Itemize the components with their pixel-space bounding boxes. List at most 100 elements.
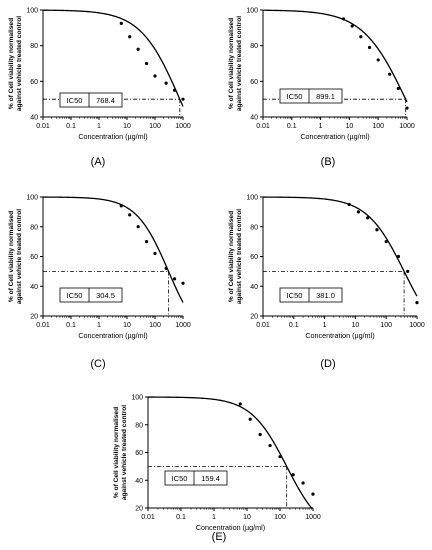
x-tick-label: 0.1 (289, 322, 299, 329)
panel-label: (B) (321, 156, 336, 168)
data-point (367, 45, 372, 50)
ic50-value: 768.4 (96, 96, 115, 105)
x-tick-label: 0.1 (176, 514, 186, 521)
x-tick-label: 1000 (305, 514, 321, 521)
fit-curve (147, 396, 313, 509)
y-tick-label: 80 (135, 422, 143, 429)
data-point (144, 61, 149, 66)
y-tick-label: 60 (250, 79, 258, 86)
y-tick-label: 40 (30, 284, 38, 291)
data-point (181, 97, 185, 101)
data-point (164, 81, 168, 85)
data-point (128, 35, 132, 39)
panel-label: (C) (90, 358, 105, 370)
ic50-label: IC50 (287, 92, 303, 101)
y-tick-label: 20 (30, 314, 38, 321)
data-point (388, 72, 392, 76)
y-tick-label: 100 (246, 8, 258, 15)
fit-curve (262, 196, 418, 297)
ic50-label: IC50 (67, 291, 83, 300)
data-point (406, 269, 410, 273)
x-tick-label: 1000 (409, 322, 425, 329)
y-tick-label: 100 (246, 195, 258, 202)
data-point (350, 24, 354, 28)
x-tick-label: 0.01 (256, 322, 270, 329)
y-axis-title: against vehicle treated control (121, 405, 128, 500)
x-tick-label: 100 (372, 123, 384, 130)
x-tick-label: 0.1 (66, 123, 76, 130)
ic50-box: IC50 899.1 (279, 88, 343, 104)
data-point (268, 443, 272, 448)
data-point (311, 492, 315, 496)
x-tick-label: 0.01 (256, 123, 270, 130)
ic50-box-frame (59, 287, 123, 303)
panel-label: (E) (212, 531, 227, 543)
x-axis-title: Concentration (µg/ml) (78, 331, 147, 340)
ic50-label: IC50 (67, 96, 83, 105)
data-point (136, 225, 140, 229)
x-tick-label: 10 (123, 123, 131, 130)
y-tick-label: 60 (135, 450, 143, 457)
x-tick-label: 0.01 (36, 123, 50, 130)
x-axis-title: Concentration (µg/ml) (300, 132, 369, 141)
data-point (278, 455, 282, 459)
x-tick-label: 100 (149, 322, 161, 329)
x-axis-title: Concentration (µg/ml) (78, 132, 147, 141)
fit-curve (42, 196, 184, 303)
ic50-value: 899.1 (316, 92, 335, 101)
x-tick-label: 1 (97, 123, 101, 130)
data-point (341, 17, 346, 21)
ic50-box: IC50 304.5 (59, 287, 123, 303)
data-point (164, 266, 168, 270)
y-axis-title: against vehicle treated control (16, 16, 23, 111)
chart-panel-b: 40 60 80 100 0.01 0.1 1 10 100 1000 Concentration … (228, 8, 415, 169)
ic50-value: 381.0 (316, 291, 335, 300)
data-point (396, 86, 400, 91)
y-tick-label: 80 (30, 224, 38, 231)
data-point (144, 240, 149, 244)
data-point (375, 228, 379, 232)
x-tick-label: 1 (212, 514, 216, 521)
data-point (238, 402, 242, 406)
data-point (396, 254, 401, 259)
y-axis-title: % of Cell viability normalised (113, 407, 120, 498)
y-tick-label: 40 (250, 284, 258, 291)
data-point (119, 21, 123, 25)
data-point (301, 481, 305, 485)
data-point (291, 473, 295, 477)
x-tick-label: 0.1 (66, 322, 76, 329)
x-tick-label: 0.1 (287, 123, 297, 130)
ic50-box: IC50 768.4 (59, 92, 123, 108)
data-point (172, 88, 177, 92)
data-point (181, 281, 185, 285)
x-tick-label: 1 (323, 322, 327, 329)
data-point (258, 432, 262, 437)
ic50-value: 159.4 (201, 474, 220, 483)
y-tick-label: 60 (250, 254, 258, 261)
y-tick-label: 40 (135, 478, 143, 485)
x-tick-label: 10 (123, 322, 131, 329)
data-point (172, 277, 177, 281)
ic50-box-frame (279, 287, 343, 303)
data-point (136, 47, 140, 51)
x-tick-label: 10 (346, 123, 354, 130)
y-axis-title: against vehicle treated control (236, 209, 243, 304)
data-point (366, 216, 370, 220)
fit-curve (262, 9, 408, 103)
x-tick-label: 10 (352, 322, 360, 329)
data-point (359, 35, 363, 39)
ic50-box-frame (164, 470, 228, 486)
ic50-value: 304.5 (96, 291, 115, 300)
y-axis-title: against vehicle treated control (16, 209, 23, 304)
y-tick-label: 100 (131, 395, 143, 402)
data-point (415, 301, 419, 305)
data-point (153, 251, 157, 256)
x-tick-label: 1000 (175, 123, 191, 130)
x-axis-title: Concentration (µg/ml) (196, 523, 265, 532)
data-point (376, 58, 380, 62)
y-axis-title: % of Cell viability normalised (8, 211, 15, 302)
data-point (248, 417, 252, 421)
y-tick-label: 80 (250, 224, 258, 231)
ic50-label: IC50 (172, 474, 188, 483)
